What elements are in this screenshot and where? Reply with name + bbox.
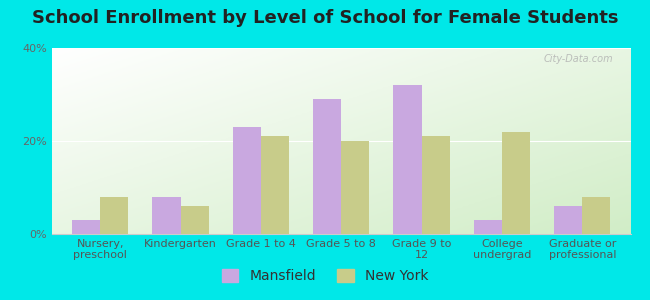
Bar <box>153 197 181 234</box>
Bar <box>554 206 582 234</box>
Bar <box>100 197 128 234</box>
Bar <box>474 220 502 234</box>
Bar <box>72 220 100 234</box>
Text: City-Data.com: City-Data.com <box>543 54 613 64</box>
Bar <box>393 85 422 234</box>
Bar <box>233 127 261 234</box>
Legend: Mansfield, New York: Mansfield, New York <box>214 262 436 290</box>
Bar <box>261 136 289 234</box>
Bar <box>502 132 530 234</box>
Bar <box>582 197 610 234</box>
Bar <box>341 141 369 234</box>
Bar <box>313 99 341 234</box>
Bar <box>181 206 209 234</box>
Bar <box>422 136 450 234</box>
Text: School Enrollment by Level of School for Female Students: School Enrollment by Level of School for… <box>32 9 618 27</box>
